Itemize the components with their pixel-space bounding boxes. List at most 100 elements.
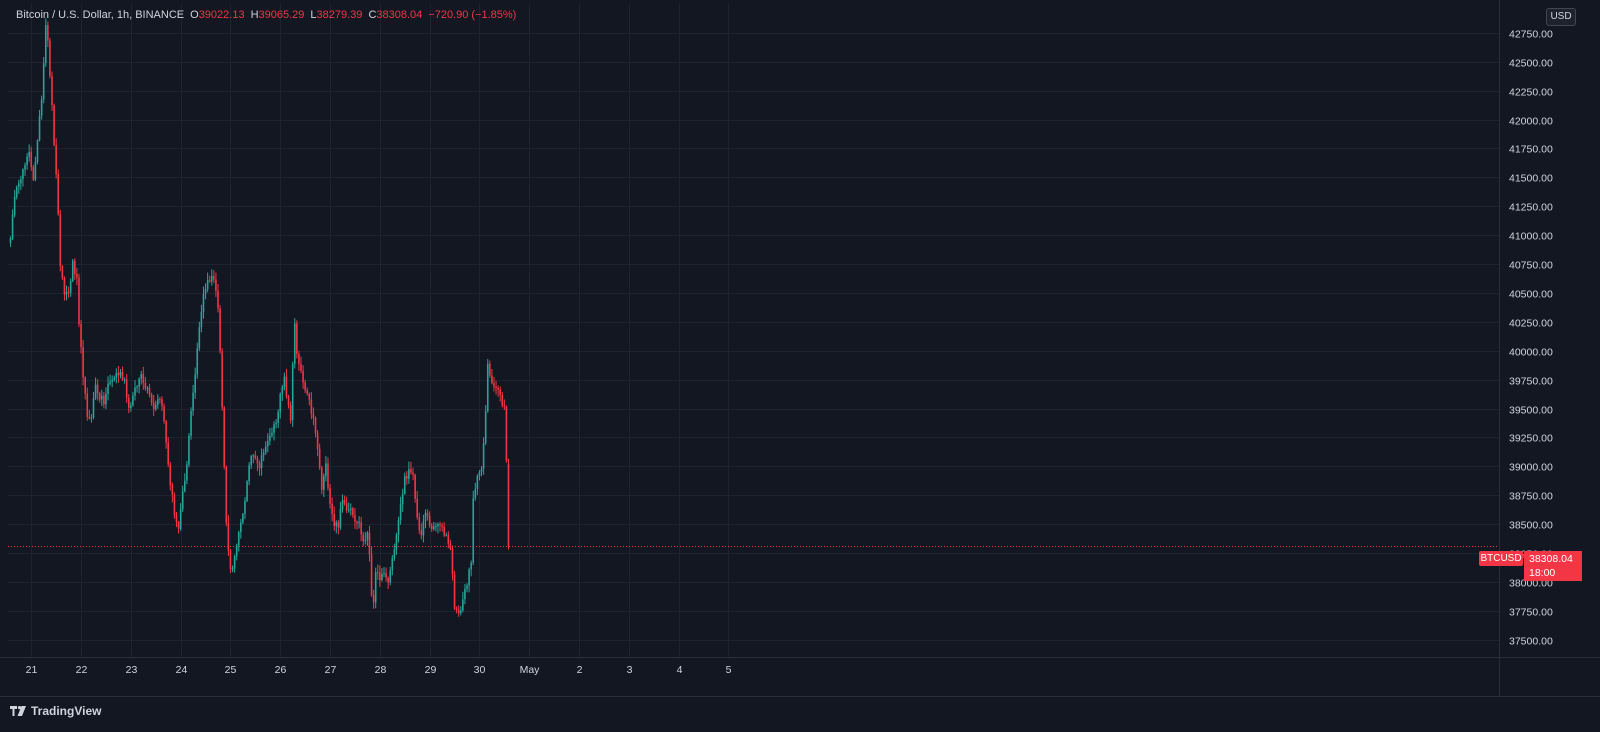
candle <box>74 258 76 280</box>
candle <box>455 606 458 614</box>
candle <box>167 436 169 468</box>
y-tick-label: 40000.00 <box>1509 347 1553 359</box>
candle <box>221 347 223 411</box>
currency-button[interactable]: USD <box>1546 8 1576 26</box>
x-tick-label: 30 <box>474 664 486 676</box>
candle <box>179 503 182 531</box>
y-tick-label: 41000.00 <box>1509 231 1553 243</box>
candle <box>389 566 392 586</box>
x-tick-label: 23 <box>126 664 138 676</box>
candle <box>408 461 410 484</box>
candle <box>472 490 475 566</box>
x-tick-label: 29 <box>425 664 437 676</box>
candle <box>256 455 259 472</box>
candle <box>476 474 479 495</box>
candle <box>391 554 394 576</box>
candle <box>231 565 234 573</box>
candle <box>264 441 267 455</box>
candle <box>208 275 211 283</box>
candle <box>453 570 456 610</box>
candle <box>254 450 257 460</box>
candle <box>499 386 501 402</box>
candle <box>480 465 483 477</box>
legend-symbol: Bitcoin / U.S. Dollar, 1h, BINANCE <box>16 9 185 21</box>
candle <box>470 560 472 577</box>
bar-countdown: 18:00 <box>1529 567 1556 579</box>
candle <box>105 387 107 410</box>
candle <box>443 522 445 538</box>
candle <box>437 522 439 534</box>
candle <box>140 370 143 385</box>
candle <box>267 433 269 453</box>
x-tick-label: 26 <box>275 664 287 676</box>
candle <box>223 405 226 470</box>
candle <box>76 267 78 286</box>
candle <box>416 491 418 520</box>
candle <box>323 473 325 497</box>
candle <box>507 458 510 550</box>
y-tick-label: 40750.00 <box>1509 260 1553 272</box>
candle <box>109 374 111 386</box>
tradingview-logo[interactable]: TradingView <box>10 704 101 718</box>
candle <box>314 416 317 438</box>
candle <box>352 506 354 519</box>
candle <box>360 516 362 542</box>
candle <box>486 358 489 413</box>
candle <box>121 366 124 382</box>
candle <box>49 37 51 79</box>
candle <box>447 531 450 549</box>
candle <box>229 549 232 573</box>
candle <box>184 473 186 493</box>
candle <box>459 606 462 616</box>
axes: 37500.0037750.0038000.0038250.0038500.00… <box>0 0 1600 696</box>
candle <box>300 356 302 374</box>
y-tick-label: 39000.00 <box>1509 462 1553 474</box>
legend-high-key: H <box>250 9 259 21</box>
x-tick-label: May <box>520 664 541 676</box>
candle <box>445 532 448 537</box>
legend-low-key: L <box>310 9 317 21</box>
candle <box>169 461 172 491</box>
x-tick-label: 2 <box>577 664 583 676</box>
candle <box>148 383 151 398</box>
candle <box>101 389 103 407</box>
candle <box>433 521 435 531</box>
candle <box>366 530 369 546</box>
candle <box>161 396 163 412</box>
candle <box>495 380 497 395</box>
y-tick-label: 41500.00 <box>1509 173 1553 185</box>
candle <box>356 520 358 530</box>
candle <box>304 379 306 394</box>
candle <box>418 512 421 535</box>
candle <box>426 509 429 521</box>
y-tick-label: 37750.00 <box>1509 607 1553 619</box>
candle <box>136 384 138 393</box>
legend-open-value: 39022.13 <box>198 9 245 21</box>
candle <box>181 485 184 512</box>
y-tick-label: 42000.00 <box>1509 116 1553 128</box>
candle <box>308 392 311 406</box>
candle <box>190 407 192 440</box>
candle <box>63 276 66 301</box>
candle <box>337 520 340 535</box>
candle <box>194 367 196 399</box>
candle <box>335 520 338 534</box>
candle <box>466 583 468 593</box>
candle <box>379 565 381 587</box>
candle <box>468 567 470 593</box>
candle <box>362 531 365 547</box>
candle <box>318 443 321 470</box>
candle <box>410 461 412 475</box>
candle <box>9 236 12 247</box>
y-tick-label: 37500.00 <box>1509 636 1553 648</box>
candle <box>117 366 120 383</box>
y-tick-label: 39250.00 <box>1509 433 1553 445</box>
candle <box>196 342 199 379</box>
candle <box>61 265 64 281</box>
candle <box>55 138 57 179</box>
candle <box>358 516 360 529</box>
candle <box>18 179 20 194</box>
candle <box>115 368 118 384</box>
